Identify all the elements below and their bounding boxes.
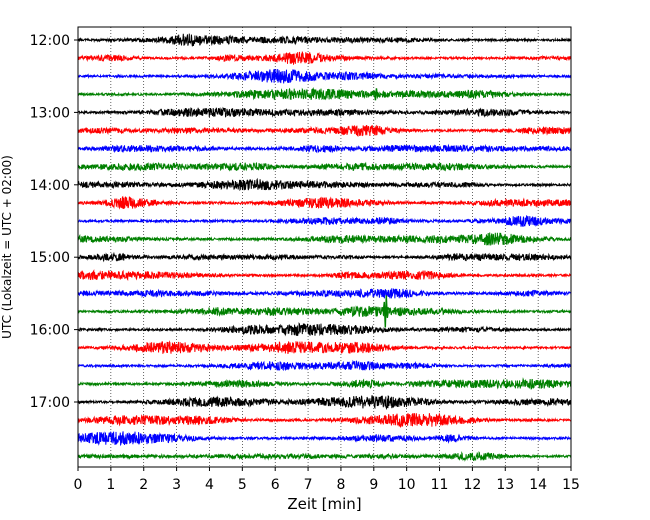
y-tick-label-1: 13:00 <box>30 105 70 121</box>
y-tick-label-5: 17:00 <box>30 395 70 411</box>
x-tick-label-0: 0 <box>74 477 83 493</box>
x-tick-label-14: 14 <box>529 477 547 493</box>
trace-1600 <box>77 322 572 337</box>
trace-1615 <box>77 340 572 355</box>
trace-1530 <box>77 288 572 299</box>
trace-1230 <box>77 68 572 84</box>
trace-1745 <box>77 450 572 462</box>
trace-1515 <box>77 269 572 281</box>
trace-1345 <box>77 161 572 172</box>
trace-1300 <box>77 106 572 118</box>
x-tick-label-7: 7 <box>304 477 313 493</box>
event-spike-0 <box>372 88 380 101</box>
y-tick-label-4: 16:00 <box>30 323 70 339</box>
trace-1245 <box>77 87 572 101</box>
x-axis-ticks: 0 1 2 3 4 5 6 7 8 9 10 11 12 13 14 15 <box>74 467 580 493</box>
x-tick-label-10: 10 <box>398 477 416 493</box>
trace-1215 <box>77 51 572 65</box>
vertical-gridlines <box>110 27 539 467</box>
x-tick-label-1: 1 <box>106 477 115 493</box>
x-tick-label-13: 13 <box>496 477 514 493</box>
plot-frame <box>77 26 572 468</box>
trace-1330 <box>77 143 572 154</box>
x-tick-label-15: 15 <box>562 477 580 493</box>
x-axis-label: Zeit [min] <box>287 495 361 513</box>
trace-1200 <box>77 33 572 47</box>
trace-1630 <box>77 359 572 372</box>
trace-1415 <box>77 195 572 210</box>
x-tick-label-11: 11 <box>431 477 449 493</box>
x-tick-label-2: 2 <box>139 477 148 493</box>
trace-1500 <box>77 251 572 263</box>
x-tick-label-6: 6 <box>271 477 280 493</box>
trace-1430 <box>77 215 572 227</box>
y-tick-label-0: 12:00 <box>30 33 70 49</box>
trace-1400 <box>77 177 572 192</box>
trace-1645 <box>77 377 572 390</box>
x-tick-label-8: 8 <box>336 477 345 493</box>
event-spike-1 <box>382 295 389 328</box>
seismic-traces <box>77 33 572 462</box>
trace-1315 <box>77 124 572 137</box>
y-axis-label: UTC (Lokalzeit = UTC + 02:00) <box>0 155 14 339</box>
x-tick-label-3: 3 <box>172 477 181 493</box>
trace-1545 <box>77 305 572 318</box>
y-tick-label-3: 15:00 <box>30 250 70 266</box>
x-tick-label-5: 5 <box>238 477 247 493</box>
trace-1715 <box>77 412 572 429</box>
trace-1700 <box>77 395 572 411</box>
y-axis-ticks: 12:00 13:00 14:00 15:00 16:00 17:00 <box>30 33 78 411</box>
x-tick-label-4: 4 <box>205 477 214 493</box>
x-tick-label-9: 9 <box>369 477 378 493</box>
trace-1730 <box>77 431 572 447</box>
y-tick-label-2: 14:00 <box>30 178 70 194</box>
x-tick-label-12: 12 <box>463 477 481 493</box>
trace-1445 <box>77 232 572 246</box>
